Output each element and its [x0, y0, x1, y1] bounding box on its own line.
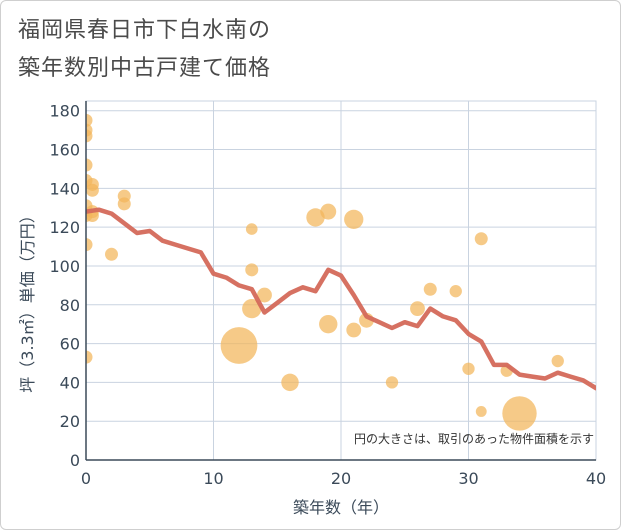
x-tick-label: 40: [586, 469, 606, 488]
y-tick-label: 60: [60, 335, 80, 354]
bubble-layer: [86, 113, 564, 431]
y-tick-label: 140: [49, 179, 80, 198]
data-bubble: [86, 238, 93, 252]
y-tick-label: 120: [49, 218, 80, 237]
data-bubble: [245, 223, 258, 235]
data-bubble: [86, 183, 99, 197]
x-tick-label: 0: [81, 469, 91, 488]
data-bubble: [346, 322, 362, 338]
data-bubble: [86, 129, 93, 143]
data-bubble: [423, 282, 437, 296]
title-line-1: 福岡県春日市下白水南の: [18, 18, 272, 43]
x-tick-label: 30: [458, 469, 478, 488]
y-tick-label: 180: [49, 102, 80, 121]
data-bubble: [220, 327, 258, 364]
data-bubble: [86, 113, 93, 127]
data-bubble: [551, 354, 564, 368]
data-bubble: [306, 208, 325, 227]
x-axis-label: 築年数（年）: [293, 498, 389, 517]
y-tick-label: 80: [60, 296, 80, 315]
size-note: 円の大きさは、取引のあった物件面積を示す: [354, 431, 594, 446]
data-bubble: [319, 314, 338, 334]
average-line-layer: [86, 207, 596, 391]
chart-title: 福岡県春日市下白水南の 築年数別中古戸建て価格: [18, 12, 578, 88]
y-tick-label: 100: [49, 257, 80, 276]
y-axis-label: 坪（3.3㎡）単価（万円）: [18, 207, 37, 392]
y-tick-label: 40: [60, 373, 80, 392]
data-bubble: [449, 285, 462, 298]
data-bubble: [86, 158, 93, 172]
average-price-line: [86, 207, 596, 391]
y-tick-label: 0: [70, 451, 80, 470]
x-tick-label: 10: [203, 469, 223, 488]
data-bubble: [385, 376, 399, 389]
data-bubble: [344, 209, 364, 230]
x-tick-label: 20: [331, 469, 351, 488]
title-line-2: 築年数別中古戸建て価格: [18, 56, 272, 81]
axes: 0 10 20 30 40 0 20 40 60 80 100 120 140 160 180: [49, 101, 606, 488]
data-bubble: [502, 396, 537, 431]
data-bubble: [474, 232, 488, 246]
data-bubble: [242, 298, 262, 319]
data-bubble: [86, 350, 93, 364]
data-bubble: [281, 373, 299, 392]
data-bubble: [257, 287, 272, 303]
data-bubble: [320, 203, 337, 220]
y-tick-label: 20: [60, 412, 80, 431]
y-tick-label: 160: [49, 141, 80, 160]
data-bubble: [410, 301, 425, 317]
data-bubble: [462, 362, 475, 375]
data-bubble: [105, 247, 118, 261]
data-bubble: [117, 197, 131, 211]
data-bubble: [475, 406, 487, 417]
data-bubble: [245, 263, 259, 277]
